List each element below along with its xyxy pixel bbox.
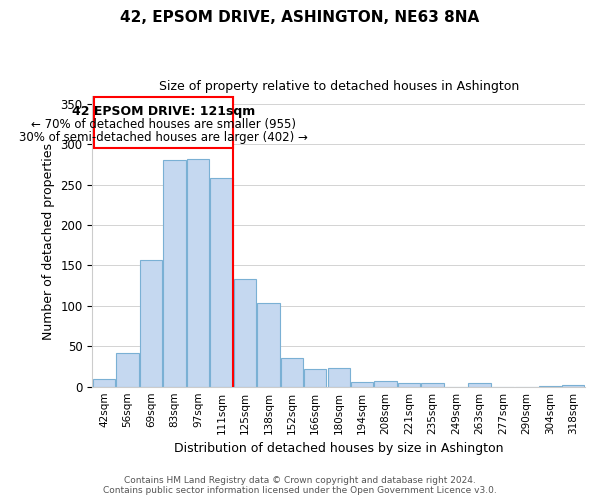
Bar [163,160,185,386]
Bar [187,158,209,386]
Bar [116,352,139,386]
Text: Contains HM Land Registry data © Crown copyright and database right 2024.
Contai: Contains HM Land Registry data © Crown c… [103,476,497,495]
Text: 30% of semi-detached houses are larger (402) →: 30% of semi-detached houses are larger (… [19,131,308,144]
Bar [304,369,326,386]
X-axis label: Distribution of detached houses by size in Ashington: Distribution of detached houses by size … [174,442,503,455]
Text: ← 70% of detached houses are smaller (955): ← 70% of detached houses are smaller (95… [31,118,296,131]
Bar [351,382,373,386]
Title: Size of property relative to detached houses in Ashington: Size of property relative to detached ho… [158,80,519,93]
Y-axis label: Number of detached properties: Number of detached properties [42,142,55,340]
Bar [257,304,280,386]
Bar [93,378,115,386]
Bar [281,358,303,386]
Bar [140,260,162,386]
Bar [562,385,584,386]
Text: 42, EPSOM DRIVE, ASHINGTON, NE63 8NA: 42, EPSOM DRIVE, ASHINGTON, NE63 8NA [121,10,479,25]
Text: 42 EPSOM DRIVE: 121sqm: 42 EPSOM DRIVE: 121sqm [72,106,255,118]
Bar [374,381,397,386]
Bar [398,382,420,386]
Bar [211,178,233,386]
Bar [328,368,350,386]
Bar [469,384,491,386]
Bar [94,97,233,148]
Bar [421,384,443,386]
Bar [234,279,256,386]
